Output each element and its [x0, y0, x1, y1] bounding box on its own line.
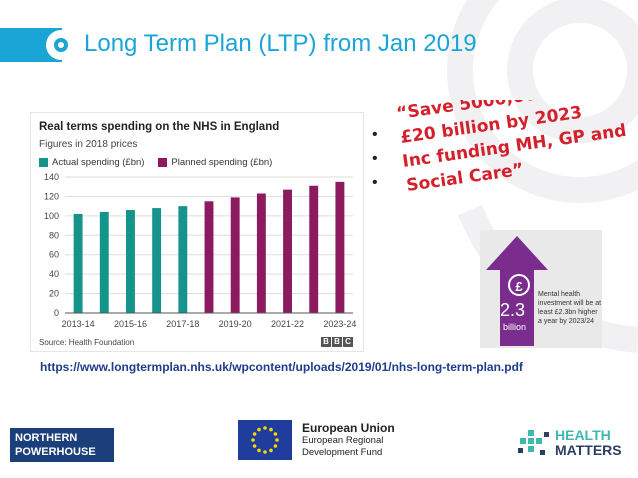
bar: [99, 211, 109, 313]
bar: [126, 210, 135, 313]
bullet-marker: •: [372, 174, 378, 191]
eu-stars-icon: [251, 426, 279, 454]
x-tick-label: 2015-16: [114, 319, 147, 329]
bar: [73, 213, 83, 313]
chart-title: Real terms spending on the NHS in Englan…: [39, 121, 280, 133]
chart-source: Source: Health Foundation: [39, 338, 135, 347]
legend-item-planned: Planned spending (£bn): [158, 157, 272, 168]
y-tick-label: 20: [49, 289, 59, 299]
bar: [230, 197, 240, 313]
investment-value: 2.3: [500, 300, 526, 320]
bar: [335, 181, 345, 313]
y-tick-label: 120: [44, 191, 59, 201]
chart-plot: 0 20 40 60 80 100 120 140 2013-14 2015-16 2017-18 2…: [44, 172, 356, 329]
eu-flag-icon: [238, 420, 292, 460]
spending-chart: Real terms spending on the NHS in Englan…: [30, 112, 364, 352]
health-cross-icon: [518, 430, 549, 455]
mental-health-infographic: £ 2.3 billion Mental health investment w…: [480, 230, 602, 348]
bar: [152, 208, 162, 313]
header-ring-icon: [54, 38, 68, 52]
x-tick-label: 2019-20: [219, 319, 252, 329]
health-matters-logo: HEALTH MATTERS: [515, 426, 627, 464]
bbc-logo: B B C: [321, 337, 353, 347]
eu-subtitle-line: Development Fund: [302, 447, 383, 458]
bar: [178, 206, 188, 313]
bbc-letter: B: [332, 337, 342, 347]
legend-swatch-planned: [158, 158, 168, 167]
legend-label-planned: Planned spending (£bn): [171, 157, 273, 168]
eu-subtitle-line: European Regional: [302, 435, 384, 446]
bar: [256, 193, 266, 313]
x-tick-label: 2013-14: [62, 319, 95, 329]
northern-powerhouse-logo: NORTHERN POWERHOUSE: [10, 428, 114, 462]
bullet-marker: •: [372, 126, 378, 143]
y-tick-label: 100: [44, 211, 59, 221]
eu-funding-label: European Union European Regional Develop…: [302, 421, 395, 459]
pound-icon: £: [508, 274, 530, 296]
key-points: • • • “Save 5000,000 lives £20 billion b…: [372, 100, 638, 220]
investment-description: Mental health investment will be at leas…: [538, 291, 602, 325]
slide-title: Long Term Plan (LTP) from Jan 2019: [84, 30, 477, 57]
x-tick-label: 2017-18: [166, 319, 199, 329]
plan-link[interactable]: https://www.longtermplan.nhs.uk/wpconten…: [40, 360, 523, 374]
y-tick-label: 140: [44, 172, 59, 182]
y-tick-label: 0: [54, 308, 59, 318]
bbc-letter: C: [343, 337, 353, 347]
y-tick-label: 40: [49, 269, 59, 279]
investment-unit: billion: [503, 322, 527, 332]
hm-word: MATTERS: [555, 442, 622, 458]
y-tick-label: 60: [49, 250, 59, 260]
chart-legend: Actual spending (£bn) Planned spending (…: [39, 157, 272, 168]
bar: [283, 189, 292, 313]
y-tick-label: 80: [49, 230, 59, 240]
bullet-marker: •: [372, 150, 378, 167]
chart-subtitle: Figures in 2018 prices: [39, 139, 138, 150]
x-tick-label: 2021-22: [271, 319, 304, 329]
np-logo-line: NORTHERN: [15, 432, 78, 444]
bar: [309, 185, 319, 313]
legend-swatch-actual: [39, 158, 48, 167]
bbc-letter: B: [321, 337, 331, 347]
eu-title: European Union: [302, 421, 395, 435]
hm-word: HEALTH: [555, 427, 611, 443]
legend-item-actual: Actual spending (£bn): [39, 157, 144, 168]
health-matters-wordmark: HEALTH MATTERS: [555, 428, 622, 458]
legend-label-actual: Actual spending (£bn): [52, 157, 145, 168]
np-logo-line: POWERHOUSE: [15, 446, 96, 458]
bar: [204, 201, 214, 313]
x-tick-label: 2023-24: [323, 319, 356, 329]
